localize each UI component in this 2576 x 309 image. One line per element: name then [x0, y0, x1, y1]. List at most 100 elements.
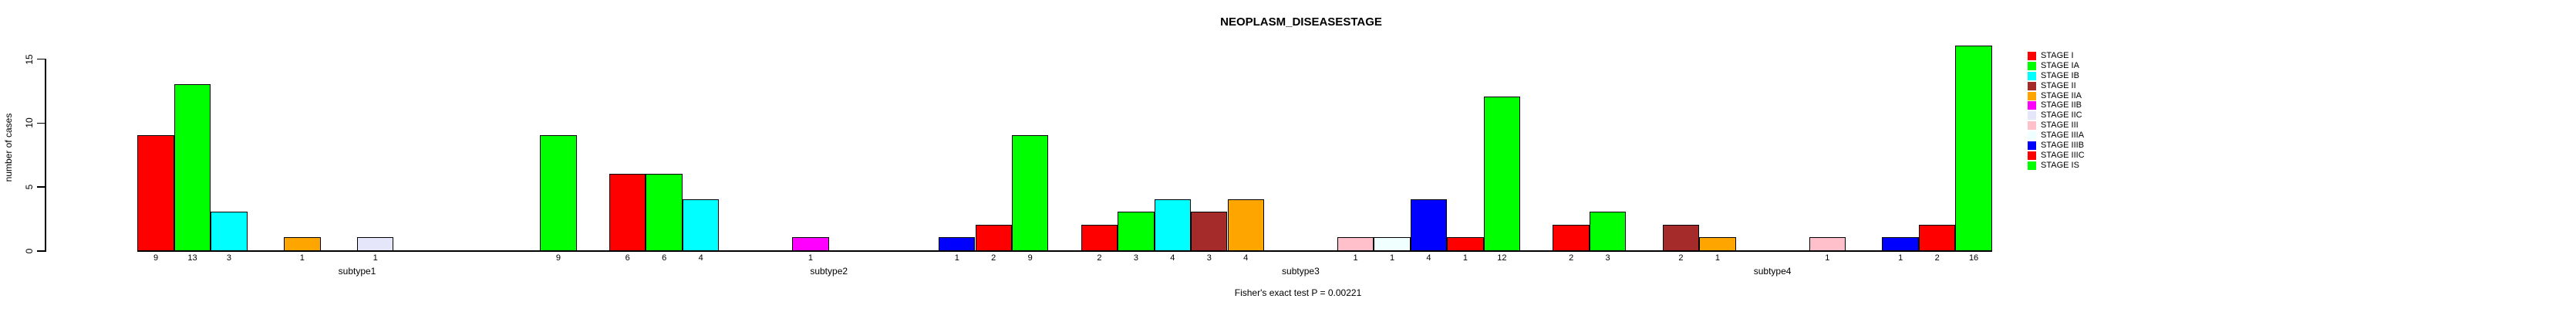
group-label: subtype3 — [1282, 266, 1320, 277]
legend-swatch — [2028, 51, 2036, 60]
bar — [1118, 212, 1155, 252]
legend-label: STAGE IS — [2041, 160, 2079, 170]
bar — [174, 83, 211, 252]
legend-item: STAGE IIIA — [2028, 131, 2085, 141]
y-tick — [37, 58, 45, 60]
bar — [1191, 212, 1228, 252]
legend-item: STAGE IA — [2028, 61, 2085, 71]
bar — [1553, 224, 1590, 252]
bar-value-label: 16 — [1968, 253, 1979, 263]
bar — [939, 237, 976, 252]
bar — [1227, 199, 1264, 252]
bar-value-label: 1 — [808, 253, 814, 263]
bar-value-label: 9 — [555, 253, 561, 263]
bar-value-label: 6 — [625, 253, 630, 263]
bar — [284, 237, 321, 252]
bar-value-label: 9 — [1027, 253, 1033, 263]
bar — [1882, 237, 1919, 252]
group-label: subtype1 — [338, 266, 376, 277]
bar-value-label: 13 — [187, 253, 197, 263]
legend: STAGE I STAGE IA STAGE IB STAGE II STAGE IIA… — [2028, 51, 2085, 171]
bar-value-label: 2 — [1678, 253, 1684, 263]
legend-swatch — [2028, 71, 2036, 80]
y-tick — [37, 250, 45, 252]
bar-value-label: 4 — [698, 253, 703, 263]
bar — [1011, 135, 1049, 252]
bar — [137, 135, 174, 252]
x-baseline — [137, 250, 1992, 252]
bar — [357, 237, 394, 252]
bar-value-label: 4 — [1243, 253, 1249, 263]
group-label: subtype2 — [810, 266, 848, 277]
bar — [1483, 97, 1521, 252]
bar — [682, 199, 720, 252]
legend-label: STAGE IIIB — [2041, 141, 2085, 151]
legend-swatch — [2028, 61, 2036, 70]
bar-value-label: 1 — [1389, 253, 1395, 263]
bar — [540, 135, 577, 252]
bar-value-label: 1 — [1898, 253, 1903, 263]
bar-value-label: 1 — [954, 253, 959, 263]
y-axis-line — [45, 58, 46, 252]
legend-item: STAGE IIIB — [2028, 141, 2085, 151]
legend-swatch — [2028, 81, 2036, 90]
bar-value-label: 1 — [1462, 253, 1468, 263]
legend-label: STAGE IIIA — [2041, 131, 2085, 141]
y-tick — [37, 122, 45, 124]
bar — [646, 173, 683, 252]
legend-swatch — [2028, 151, 2036, 160]
bar-value-label: 3 — [226, 253, 231, 263]
bar — [1699, 237, 1736, 252]
legend-label: STAGE IA — [2041, 60, 2079, 70]
bar-value-label: 4 — [1426, 253, 1431, 263]
y-tick-label: 5 — [24, 184, 35, 190]
bar — [1154, 199, 1192, 252]
legend-item: STAGE IIA — [2028, 91, 2085, 101]
bar-value-label: 1 — [299, 253, 305, 263]
bar — [1337, 237, 1374, 252]
bar — [1410, 199, 1448, 252]
bar — [1662, 224, 1700, 252]
bar-value-label: 1 — [373, 253, 378, 263]
legend-swatch — [2028, 141, 2036, 150]
bar-value-label: 2 — [1934, 253, 1940, 263]
bar — [1374, 237, 1411, 252]
legend-swatch — [2028, 101, 2036, 110]
legend-item: STAGE II — [2028, 81, 2085, 91]
bar-value-label: 9 — [153, 253, 159, 263]
legend-item: STAGE IIB — [2028, 100, 2085, 110]
bar — [975, 224, 1012, 252]
legend-item: STAGE I — [2028, 51, 2085, 61]
bar-value-label: 3 — [1605, 253, 1610, 263]
legend-label: STAGE IIA — [2041, 90, 2082, 100]
bar-value-label: 2 — [1097, 253, 1102, 263]
bar — [1918, 224, 1956, 252]
bar-value-label: 3 — [1206, 253, 1212, 263]
bar — [609, 173, 646, 252]
bar-value-label: 1 — [1825, 253, 1830, 263]
legend-item: STAGE IB — [2028, 71, 2085, 81]
legend-label: STAGE I — [2041, 51, 2074, 60]
legend-item: STAGE IIC — [2028, 110, 2085, 121]
bar-value-label: 2 — [991, 253, 996, 263]
y-tick — [37, 186, 45, 188]
bar — [1809, 237, 1846, 252]
bar-value-label: 2 — [1569, 253, 1574, 263]
bar-value-label: 6 — [662, 253, 667, 263]
legend-label: STAGE II — [2041, 80, 2076, 90]
legend-item: STAGE IIIC — [2028, 151, 2085, 161]
legend-swatch — [2028, 111, 2036, 121]
bar — [211, 212, 248, 252]
y-tick-label: 0 — [24, 248, 35, 254]
legend-label: STAGE IIC — [2041, 110, 2082, 121]
bar-value-label: 1 — [1715, 253, 1720, 263]
bar-value-label: 3 — [1133, 253, 1138, 263]
bar — [1081, 224, 1118, 252]
legend-swatch — [2028, 131, 2036, 141]
bar-value-label: 1 — [1353, 253, 1358, 263]
bar — [1955, 46, 1992, 252]
legend-item: STAGE III — [2028, 121, 2085, 131]
group-label: subtype4 — [1753, 266, 1792, 277]
legend-label: STAGE IIIC — [2041, 150, 2085, 160]
